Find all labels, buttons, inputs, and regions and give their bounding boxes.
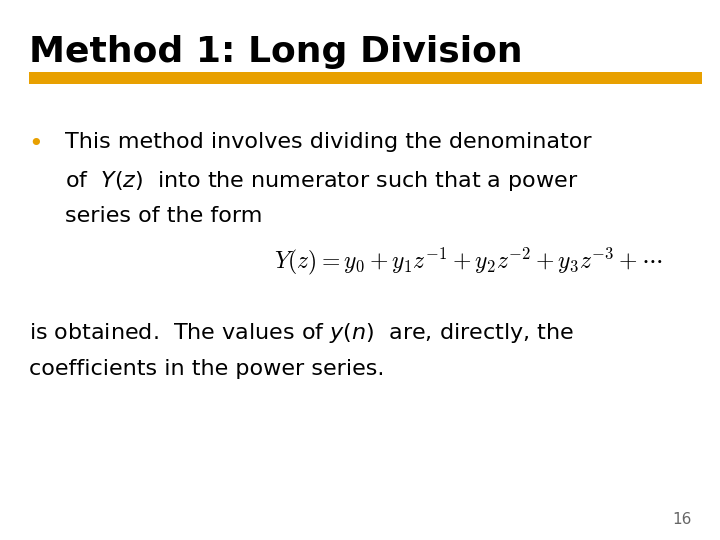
Text: of  $Y(z)$  into the numerator such that a power: of $Y(z)$ into the numerator such that a… — [65, 169, 578, 193]
Text: $Y(z) = y_0 + y_1 z^{-1} + y_2 z^{-2} + y_3 z^{-3} + \cdots$: $Y(z) = y_0 + y_1 z^{-1} + y_2 z^{-2} + … — [274, 246, 662, 277]
Bar — [29, 72, 702, 84]
Text: •: • — [29, 132, 43, 156]
Text: is obtained.  The values of $y(n)$  are, directly, the: is obtained. The values of $y(n)$ are, d… — [29, 321, 574, 345]
Text: series of the form: series of the form — [65, 206, 262, 226]
Text: Method 1: Long Division: Method 1: Long Division — [29, 35, 523, 69]
Text: coefficients in the power series.: coefficients in the power series. — [29, 359, 384, 379]
Text: 16: 16 — [672, 511, 691, 526]
Text: This method involves dividing the denominator: This method involves dividing the denomi… — [65, 132, 591, 152]
